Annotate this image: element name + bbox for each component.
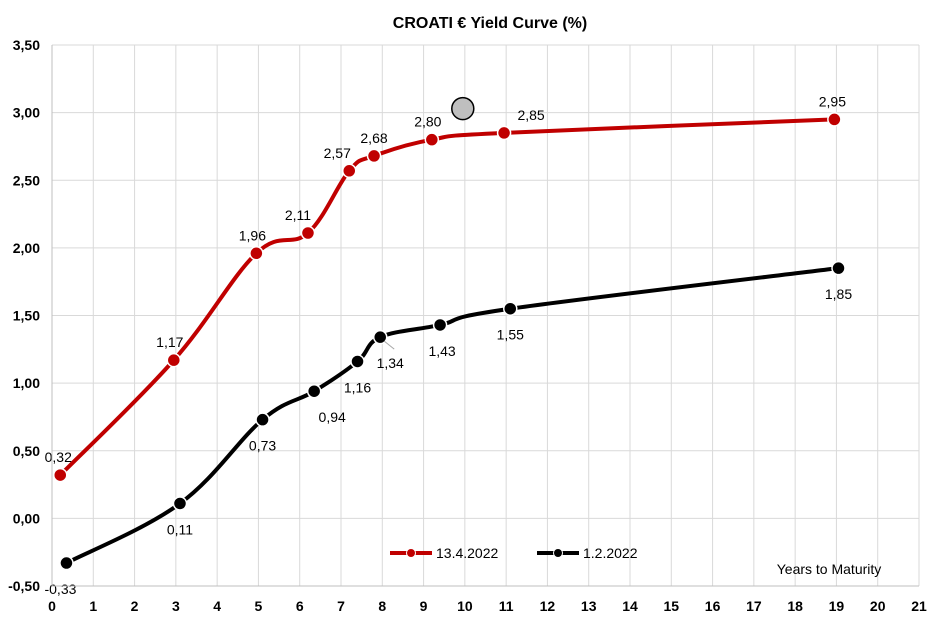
legend-label: 13.4.2022: [436, 545, 498, 561]
legend-item: 13.4.2022: [390, 545, 498, 561]
data-point: [166, 352, 182, 368]
chart-title: CROATI € Yield Curve (%): [393, 15, 587, 32]
data-point: [59, 555, 74, 571]
y-tick-label: 2,00: [13, 240, 40, 256]
x-tick-label: 14: [622, 598, 638, 614]
x-tick-label: 7: [337, 598, 345, 614]
x-tick-label: 12: [540, 598, 556, 614]
data-label: 0,94: [319, 409, 346, 425]
x-tick-label: 5: [255, 598, 263, 614]
y-tick-label: 3,50: [13, 37, 40, 53]
data-point: [350, 354, 365, 369]
legend: 13.4.2022 1.2.2022: [390, 545, 638, 561]
data-label: 1,34: [377, 355, 404, 371]
x-tick-label: 21: [911, 598, 927, 614]
data-point: [503, 301, 518, 316]
legend-item: 1.2.2022: [537, 545, 638, 561]
y-tick-label: 0,50: [13, 443, 40, 459]
x-tick-label: 9: [420, 598, 428, 614]
data-label: -0,33: [44, 581, 76, 597]
data-label-layer: 0,32 1,17 1,96 2,11 2,57 2,68 2,80 2,85 2,95 -0,3…: [44, 93, 852, 597]
x-tick-label: 3: [172, 598, 180, 614]
data-label: 1,17: [156, 334, 183, 350]
x-tick-label: 20: [870, 598, 886, 614]
x-tick-label: 10: [457, 598, 473, 614]
data-point: [342, 163, 357, 179]
data-label: 1,85: [825, 286, 852, 302]
legend-swatch-marker: [553, 548, 563, 558]
data-label: 0,32: [45, 449, 72, 465]
series-line: [64, 266, 841, 566]
data-point: [172, 496, 188, 511]
data-point: [300, 225, 316, 241]
x-tick-label: 18: [787, 598, 803, 614]
data-point: [432, 317, 448, 333]
x-tick-label: 19: [829, 598, 845, 614]
data-label: 0,73: [249, 438, 276, 454]
data-point: [496, 125, 512, 141]
x-tick-label: 11: [499, 598, 514, 614]
data-label: 2,85: [517, 107, 544, 123]
x-tick-label: 16: [705, 598, 721, 614]
x-tick-label: 6: [296, 598, 304, 614]
series-layer: [53, 96, 846, 571]
y-tick-label: 1,50: [13, 308, 40, 324]
y-tick-label: 2,50: [13, 172, 40, 188]
y-tick-label: 0,00: [13, 510, 40, 526]
data-label: 0,11: [167, 521, 193, 537]
x-tick-label: 15: [663, 598, 679, 614]
data-point: [249, 246, 264, 261]
data-point: [255, 412, 270, 427]
data-point: [306, 383, 322, 399]
y-tick-label: -0,50: [8, 578, 40, 594]
data-label: 2,95: [819, 93, 846, 109]
data-label: 1,55: [497, 327, 524, 343]
data-label: 2,57: [324, 145, 351, 161]
data-label: 2,80: [414, 114, 441, 130]
label-leader-line: [383, 340, 395, 350]
y-tick-label: 1,00: [13, 375, 40, 391]
data-point: [53, 467, 68, 483]
data-label: 2,11: [285, 207, 311, 223]
x-axis-label: Years to Maturity: [777, 561, 882, 577]
x-tick-label: 17: [746, 598, 762, 614]
x-tick-label: 4: [213, 598, 221, 614]
legend-swatch-marker: [406, 548, 416, 558]
data-label: 2,68: [360, 130, 387, 146]
series-line: [58, 117, 837, 478]
y-tick-label: 3,00: [13, 105, 40, 121]
data-point: [366, 148, 382, 164]
x-tick-label: 13: [581, 598, 597, 614]
x-tick-label: 8: [378, 598, 386, 614]
x-tick-label: 1: [89, 598, 97, 614]
data-point: [424, 132, 440, 147]
x-tick-label: 2: [131, 598, 139, 614]
data-label: 1,43: [428, 343, 455, 359]
x-tick-label: 0: [48, 598, 56, 614]
data-label: 1,96: [239, 227, 266, 243]
grid-layer: [51, 44, 920, 587]
highlight-marker: [451, 96, 475, 121]
legend-label: 1.2.2022: [583, 545, 638, 561]
data-point: [831, 260, 846, 276]
data-point: [827, 112, 842, 127]
data-label: 1,16: [344, 379, 371, 395]
axis-layer: -0,500,000,501,001,502,002,503,003,500 1 2…: [8, 37, 927, 614]
data-point: [372, 329, 388, 345]
